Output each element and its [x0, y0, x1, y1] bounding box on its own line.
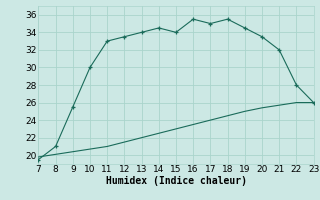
- X-axis label: Humidex (Indice chaleur): Humidex (Indice chaleur): [106, 176, 246, 186]
